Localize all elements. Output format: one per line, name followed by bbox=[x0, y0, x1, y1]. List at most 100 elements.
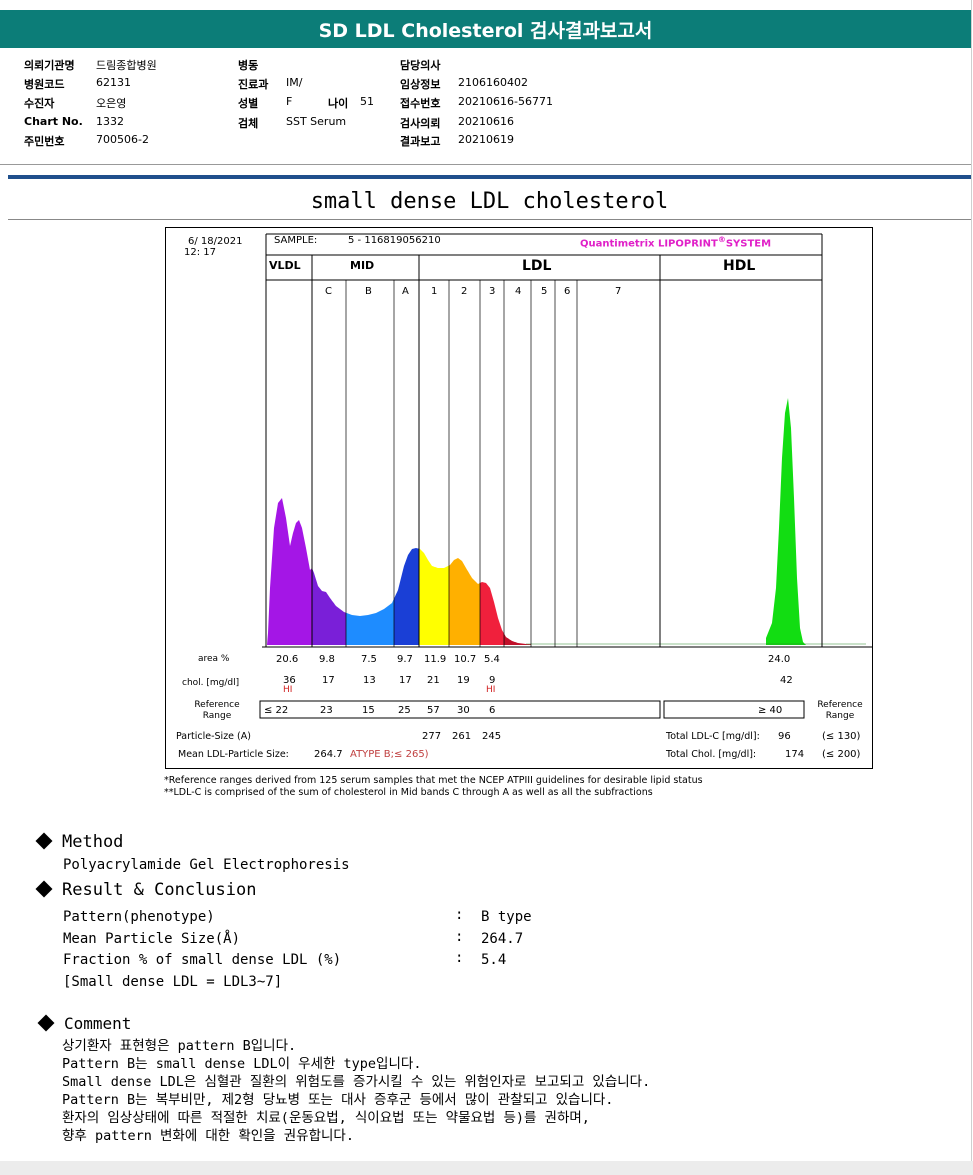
department-value: IM/ bbox=[286, 76, 303, 89]
size-ldl1: 277 bbox=[422, 731, 442, 742]
hi-flag-ldl3: HI bbox=[486, 685, 496, 695]
clinical-info-value: 2106160402 bbox=[458, 76, 528, 89]
result-label-mean-size: Mean Particle Size(Å) bbox=[63, 931, 241, 947]
chol-c: 17 bbox=[322, 675, 335, 686]
institution-value: 드림종합병원 bbox=[96, 59, 157, 72]
clinical-info-row: 임상정보 2106160402 bbox=[400, 76, 528, 92]
comment-line-1: 상기환자 표현형은 pattern B입니다. bbox=[62, 1038, 297, 1054]
chol-ldl1: 21 bbox=[427, 675, 440, 686]
doctor-row: 담당의사 bbox=[400, 57, 440, 73]
doctor-label: 담당의사 bbox=[400, 59, 441, 72]
area-a: 9.7 bbox=[397, 654, 413, 665]
sex-value: F bbox=[286, 95, 293, 108]
band-fill-c bbox=[312, 568, 346, 645]
method-heading: Method bbox=[62, 832, 124, 852]
request-date-value: 20210616 bbox=[458, 115, 514, 128]
band-fill-ldl1 bbox=[419, 548, 449, 645]
ref-a: 25 bbox=[398, 705, 411, 716]
chol-ldl3: 9 bbox=[489, 675, 496, 686]
ward-row: 병동 bbox=[238, 57, 258, 73]
system-name-text: Quantimetrix LIPOPRINT bbox=[580, 238, 718, 250]
reception-no-value: 20210616-56771 bbox=[458, 95, 553, 108]
clinical-info-label: 임상정보 bbox=[400, 78, 441, 91]
reception-no-row: 접수번호 20210616-56771 bbox=[400, 95, 553, 111]
sex-label: 성별 bbox=[238, 97, 259, 110]
result-colon-1: : bbox=[455, 907, 464, 923]
resident-no-value: 700506-2 bbox=[96, 133, 149, 146]
result-heading-row: Result & Conclusion bbox=[35, 880, 257, 900]
area-ldl3: 5.4 bbox=[484, 654, 500, 665]
department-row: 진료과 IM/ bbox=[238, 76, 302, 92]
area-vldl: 20.6 bbox=[276, 654, 299, 665]
row-label-mean-size: Mean LDL-Particle Size: bbox=[178, 749, 289, 760]
report-date-value: 20210619 bbox=[458, 133, 514, 146]
band-fill-hdl bbox=[766, 398, 811, 645]
report-date-row: 결과보고 20210619 bbox=[400, 133, 514, 149]
row-label-reference: Reference Range bbox=[194, 700, 240, 721]
result-colon-3: : bbox=[455, 950, 464, 966]
total-chol-value: 174 bbox=[785, 749, 805, 760]
page-bottom-bar bbox=[0, 1161, 973, 1175]
diamond-bullet-icon bbox=[37, 1014, 55, 1032]
section-rule bbox=[8, 175, 971, 179]
result-value-fraction: 5.4 bbox=[481, 952, 507, 968]
size-ldl3: 245 bbox=[482, 731, 502, 742]
ref-hdl: ≥ 40 bbox=[758, 705, 783, 716]
band-label-c: C bbox=[325, 286, 332, 297]
method-text: Polyacrylamide Gel Electrophoresis bbox=[63, 857, 350, 873]
total-ldl-c-label: Total LDL-C [mg/dl]: bbox=[666, 731, 760, 742]
registered-mark-icon: ® bbox=[717, 235, 726, 244]
request-date-row: 검사의뢰 20210616 bbox=[400, 115, 514, 131]
system-suffix-text: SYSTEM bbox=[725, 238, 772, 250]
band-label-2: 2 bbox=[461, 286, 468, 297]
result-colon-2: : bbox=[455, 929, 464, 945]
chol-hdl: 42 bbox=[780, 675, 793, 686]
sex-age-row: 성별 F 나이 51 bbox=[238, 95, 374, 111]
comment-line-4: Pattern B는 복부비만, 제2형 당뇨병 또는 대사 증후군 등에서 많… bbox=[62, 1092, 614, 1108]
band-label-1: 1 bbox=[431, 286, 438, 297]
ref-vldl: ≤ 22 bbox=[264, 705, 289, 716]
ref-ldl3: 6 bbox=[489, 705, 496, 716]
band-fill-ldl4 bbox=[504, 633, 531, 645]
result-value-mean-size: 264.7 bbox=[481, 931, 524, 947]
band-fill-vldl bbox=[266, 498, 312, 645]
ward-label: 병동 bbox=[238, 59, 259, 72]
ref-ldl2: 30 bbox=[457, 705, 470, 716]
report-title: SD LDL Cholesterol 검사결과보고서 bbox=[0, 10, 971, 48]
lipoprint-chart: 6/ 18/2021 12: 17 SAMPLE: 5 - 1168190562… bbox=[165, 227, 873, 769]
band-fill-b bbox=[346, 598, 394, 645]
reference-box-ldl bbox=[259, 700, 661, 719]
hi-flag-vldl: HI bbox=[283, 685, 293, 695]
ref-b: 15 bbox=[362, 705, 375, 716]
diamond-bullet-icon bbox=[35, 832, 53, 850]
method-heading-row: Method bbox=[35, 832, 124, 852]
result-heading: Result & Conclusion bbox=[62, 880, 257, 900]
chol-b: 13 bbox=[363, 675, 376, 686]
row-label-particle-size: Particle-Size (A) bbox=[176, 731, 251, 742]
age-value: 51 bbox=[360, 95, 374, 108]
group-ldl: LDL bbox=[522, 258, 552, 274]
row-label-chol: chol. [mg/dl] bbox=[182, 678, 240, 688]
ref-ldl1: 57 bbox=[427, 705, 440, 716]
type-text: ATYPE B;≤ 265) bbox=[350, 749, 429, 760]
institution-label: 의뢰기관명 bbox=[24, 59, 75, 72]
diamond-bullet-icon bbox=[35, 880, 53, 898]
footnote-1: *Reference ranges derived from 125 serum… bbox=[164, 775, 703, 786]
hospital-code-row: 병원코드 62131 bbox=[24, 76, 131, 92]
total-chol-label: Total Chol. [mg/dl]: bbox=[666, 749, 757, 760]
band-fill-ldl3 bbox=[480, 582, 504, 645]
band-label-7: 7 bbox=[615, 286, 622, 297]
comment-line-3: Small dense LDL은 심혈관 질환의 위험도를 증가시킬 수 있는 … bbox=[62, 1074, 651, 1090]
header-separator bbox=[0, 164, 971, 165]
lipoprint-plot bbox=[259, 233, 872, 719]
resident-no-label: 주민번호 bbox=[24, 135, 65, 148]
area-ldl2: 10.7 bbox=[454, 654, 477, 665]
comment-heading-row: Comment bbox=[37, 1014, 131, 1033]
hospital-code-value: 62131 bbox=[96, 76, 131, 89]
group-hdl: HDL bbox=[723, 258, 756, 274]
chol-vldl: 36 bbox=[283, 675, 296, 686]
report-date-label: 결과보고 bbox=[400, 135, 441, 148]
band-label-4: 4 bbox=[515, 286, 522, 297]
chol-ldl2: 19 bbox=[457, 675, 470, 686]
result-label-fraction: Fraction % of small dense LDL (%) bbox=[63, 952, 342, 968]
